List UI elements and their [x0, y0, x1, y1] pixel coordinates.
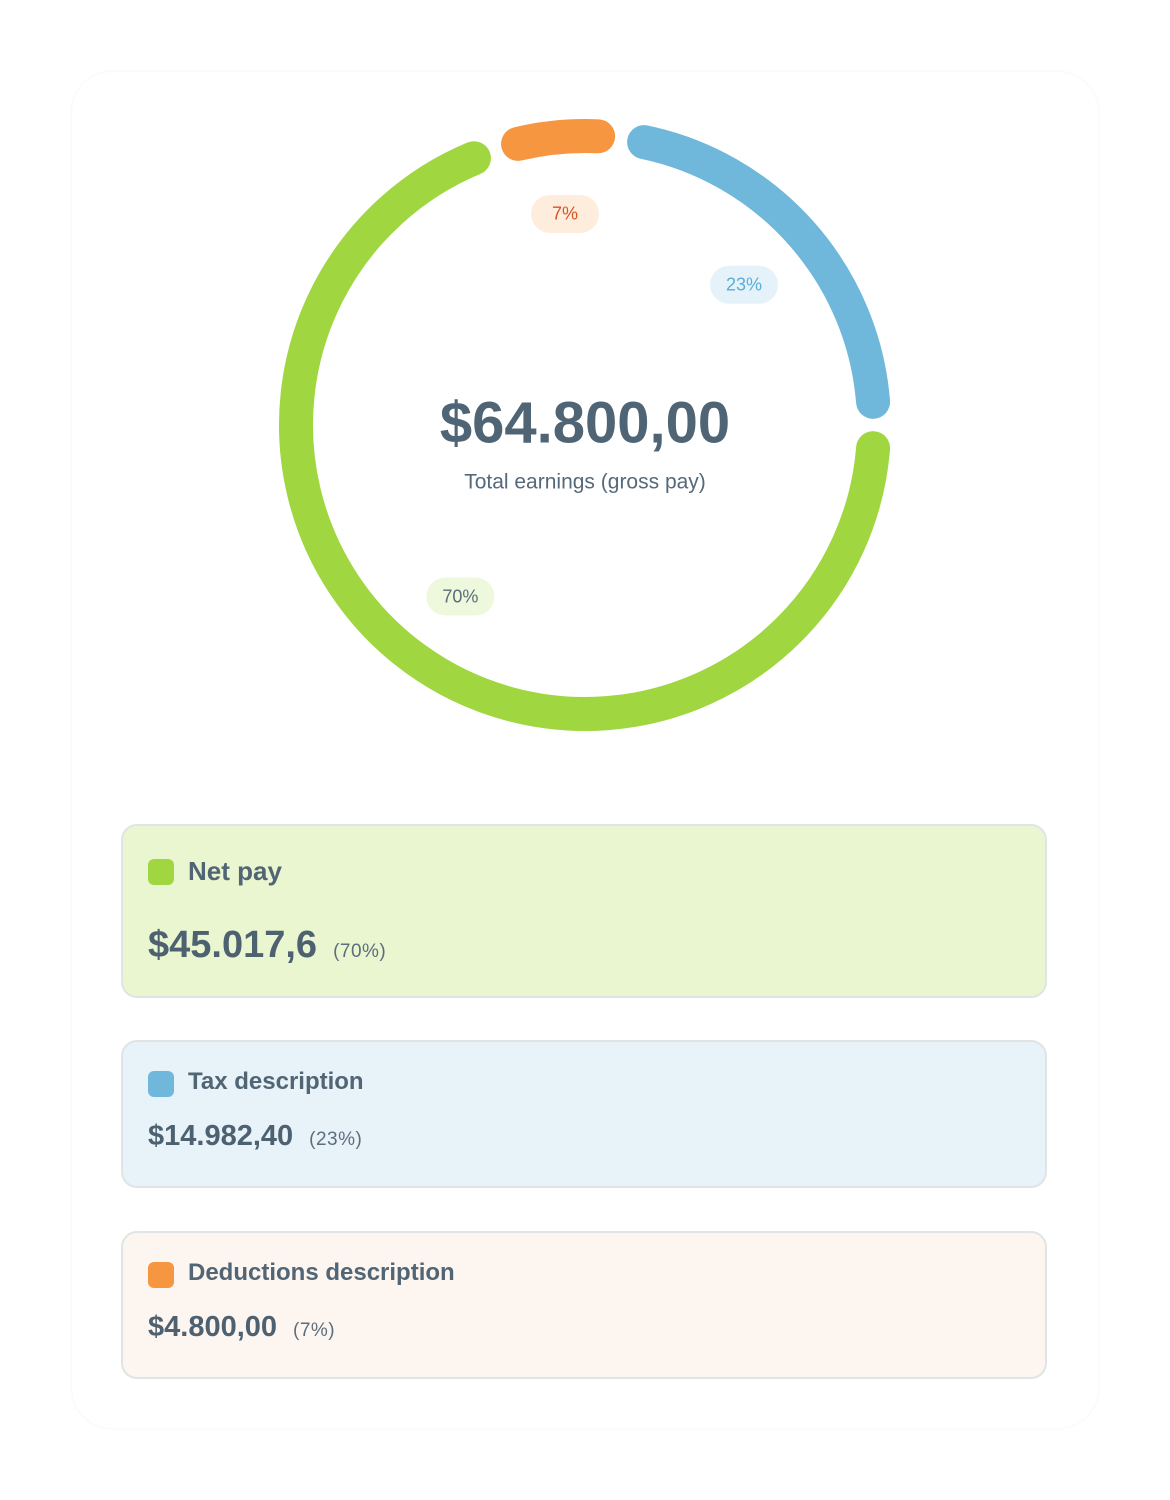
center-label: Total earnings (gross pay)	[464, 471, 706, 494]
percent-label: 23%	[726, 275, 762, 295]
pill-bg	[531, 194, 600, 233]
amount-row: $14.982,40 (23%)	[148, 1120, 362, 1153]
amount-percent: (23%)	[309, 1129, 363, 1150]
percent-pill: 70%	[426, 577, 495, 616]
panel	[72, 72, 1098, 1428]
donut-segment	[279, 141, 891, 731]
amount-row: $45.017,6 (70%)	[148, 924, 386, 967]
pill-bg	[710, 265, 779, 304]
legend-card: Net pay $45.017,6 (70%)	[121, 824, 1047, 998]
percent-pill: 7%	[531, 194, 600, 233]
amount-percent: (70%)	[333, 941, 387, 962]
card-title: Deductions description	[188, 1259, 455, 1286]
donut-segment	[501, 119, 616, 161]
card-title: Tax description	[188, 1068, 364, 1095]
amount: $4.800,00	[148, 1311, 278, 1343]
legend-card: Tax description $14.982,40 (23%)	[121, 1040, 1047, 1188]
center-value: $64.800,00	[440, 390, 730, 455]
color-swatch	[148, 1262, 174, 1288]
legend-card: Deductions description $4.800,00 (7%)	[121, 1231, 1047, 1379]
color-swatch	[148, 1071, 174, 1097]
donut-chart: $64.800,00 Total earnings (gross pay) 70…	[279, 119, 891, 731]
percent-pill: 23%	[710, 265, 779, 304]
color-swatch	[148, 859, 174, 885]
amount: $14.982,40	[148, 1120, 294, 1152]
amount-percent: (7%)	[293, 1320, 336, 1341]
pill-bg	[426, 577, 495, 616]
percent-label: 7%	[552, 204, 578, 224]
percent-label: 70%	[442, 586, 478, 606]
amount: $45.017,6	[148, 924, 318, 966]
card-title: Net pay	[188, 856, 282, 886]
donut-segment	[627, 125, 891, 419]
amount-row: $4.800,00 (7%)	[148, 1311, 335, 1344]
